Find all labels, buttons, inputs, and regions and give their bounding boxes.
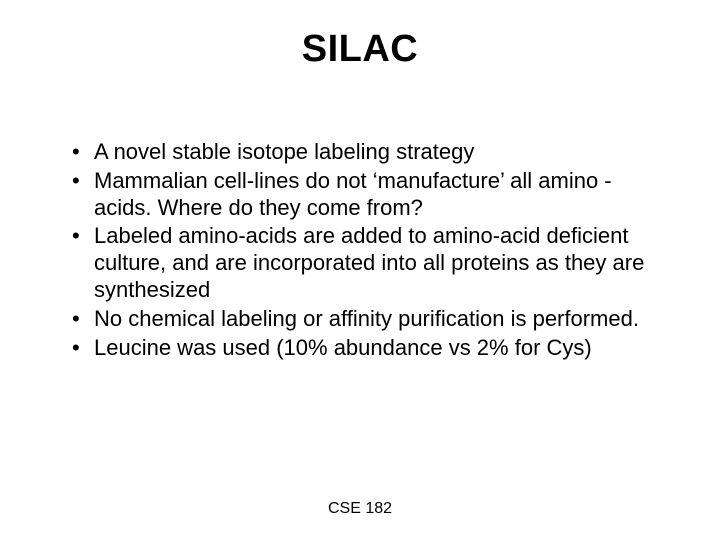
bullet-item: Labeled amino-acids are added to amino-a… [72, 223, 660, 303]
slide-title: SILAC [60, 28, 660, 71]
bullet-item: Mammalian cell-lines do not ‘manufacture… [72, 168, 660, 222]
bullet-list: A novel stable isotope labeling strategy… [60, 139, 660, 362]
bullet-item: No chemical labeling or affinity purific… [72, 306, 660, 333]
slide-footer: CSE 182 [0, 500, 720, 518]
bullet-item: A novel stable isotope labeling strategy [72, 139, 660, 166]
slide-container: SILAC A novel stable isotope labeling st… [0, 0, 720, 540]
bullet-item: Leucine was used (10% abundance vs 2% fo… [72, 335, 660, 362]
